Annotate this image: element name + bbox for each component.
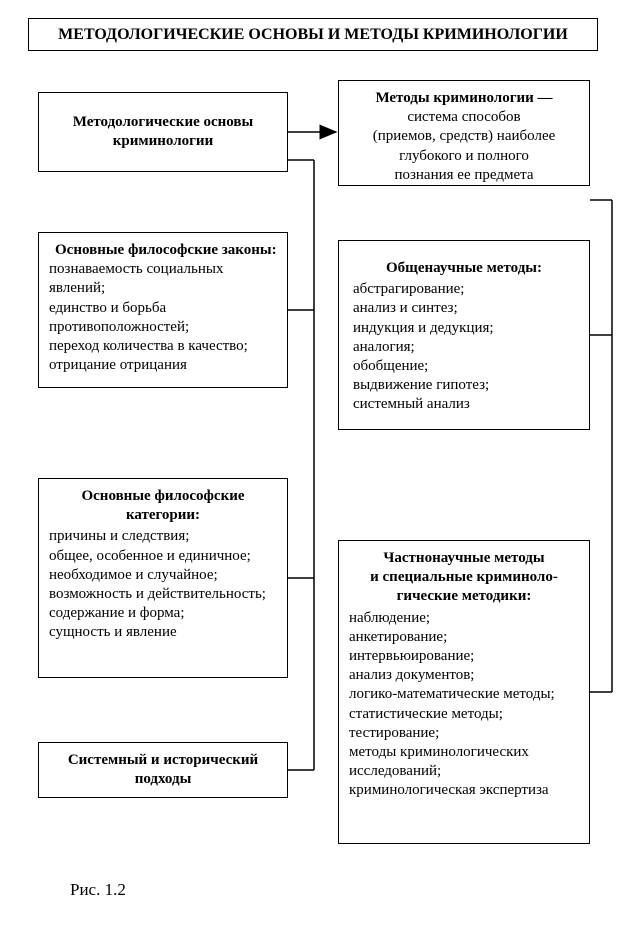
text-line: (приемов, средств) наиболее — [349, 127, 579, 146]
list-item: интервьюирование; — [349, 647, 579, 666]
page-title-box: МЕТОДОЛОГИЧЕСКИЕ ОСНОВЫ И МЕТОДЫ КРИМИНО… — [28, 18, 598, 51]
box-systemic-historical: Системный и исторический подходы — [38, 742, 288, 798]
diagram-page: МЕТОДОЛОГИЧЕСКИЕ ОСНОВЫ И МЕТОДЫ КРИМИНО… — [0, 0, 632, 945]
heading-line: и специальные криминоло- — [349, 568, 579, 587]
list-item: причины и следствия; — [49, 527, 277, 546]
heading: Общенаучные методы: — [386, 260, 542, 276]
list-item: обобщение; — [353, 357, 579, 376]
list-item: методы криминологических исследований; — [349, 743, 579, 781]
box-method-basis: Методологические основы криминологии — [38, 92, 288, 172]
list-item: возможность и действительность; — [49, 585, 277, 604]
list-item: анализ документов; — [349, 666, 579, 685]
box-special-methods: Частнонаучные методы и специальные крими… — [338, 540, 590, 844]
figure-caption: Рис. 1.2 — [70, 880, 126, 900]
list-item: познаваемость социальных явлений; — [49, 260, 277, 298]
list-item: тестирование; — [349, 724, 579, 743]
box-methods-definition: Методы криминологии — система способов (… — [338, 80, 590, 186]
box-philosophical-categories: Основные философские категории: причины … — [38, 478, 288, 678]
text-line: глубокого и полного — [349, 147, 579, 166]
list-item: анализ и синтез; — [353, 299, 579, 318]
text-line: познания ее предмета — [349, 166, 579, 185]
list-item: абстрагирование; — [353, 280, 579, 299]
list-item: единство и борьба противоположностей; — [49, 299, 277, 337]
list-item: отрицание отрицания — [49, 356, 277, 375]
heading-line: Частнонаучные методы — [349, 549, 579, 568]
heading: Основные философские законы: — [55, 242, 277, 258]
heading-line: гические методики: — [349, 587, 579, 606]
list-item: необходимое и случайное; — [49, 566, 277, 585]
list-item: аналогия; — [353, 338, 579, 357]
list-item: системный анализ — [353, 395, 579, 414]
list-item: статистические методы; — [349, 705, 579, 724]
text-line: Методологические основы криминологии — [73, 114, 254, 149]
heading: Методы криминологии — — [375, 90, 552, 106]
list-item: логико-математические методы; — [349, 685, 579, 704]
box-philosophical-laws: Основные философские законы: познаваемос… — [38, 232, 288, 388]
page-title: МЕТОДОЛОГИЧЕСКИЕ ОСНОВЫ И МЕТОДЫ КРИМИНО… — [58, 26, 568, 43]
list-item: сущность и явление — [49, 623, 277, 642]
text-line: система способов — [349, 108, 579, 127]
list-item: криминологическая экспертиза — [349, 781, 579, 800]
list-item: общее, особенное и единичное; — [49, 547, 277, 566]
heading: Системный и исторический подходы — [68, 752, 258, 787]
list-item: индукция и дедукция; — [353, 319, 579, 338]
list-item: содержание и форма; — [49, 604, 277, 623]
list-item: переход количества в качество; — [49, 337, 277, 356]
heading: Основные философские категории: — [81, 488, 244, 523]
box-general-methods: Общенаучные методы: абстрагирование; ана… — [338, 240, 590, 430]
list-item: анкетирование; — [349, 628, 579, 647]
caption-text: Рис. 1.2 — [70, 880, 126, 899]
list-item: выдвижение гипотез; — [353, 376, 579, 395]
list-item: наблюдение; — [349, 609, 579, 628]
